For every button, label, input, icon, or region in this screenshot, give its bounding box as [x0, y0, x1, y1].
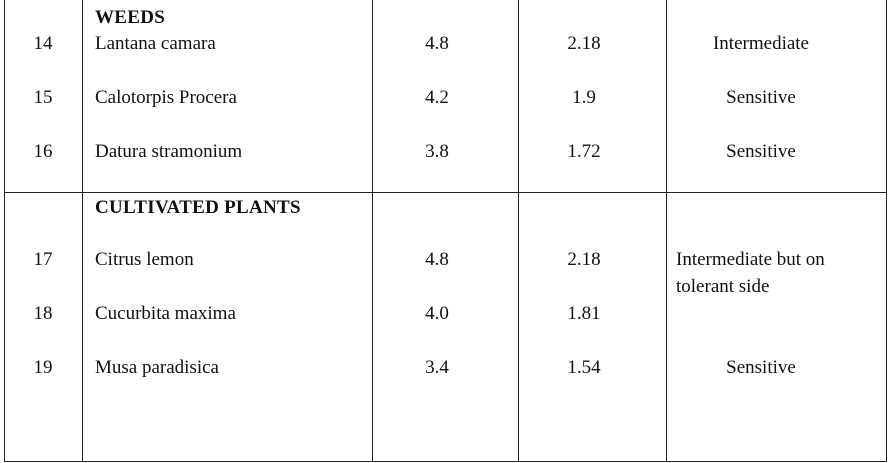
value-b: 1.9: [572, 87, 596, 108]
section-heading: WEEDS: [95, 7, 166, 28]
border: [82, 0, 83, 462]
border: [4, 461, 887, 462]
border: [518, 0, 519, 462]
serial-number: 14: [33, 33, 53, 54]
value-b: 2.18: [567, 33, 601, 54]
plant-name: Cucurbita maxima: [95, 303, 236, 324]
serial-number: 17: [33, 249, 53, 270]
value-a: 3.4: [425, 357, 449, 378]
serial-number: 15: [33, 87, 53, 108]
tolerance: Sensitive: [726, 87, 796, 108]
tolerance: Intermediate but on tolerant side: [676, 249, 825, 297]
value-a: 4.2: [425, 87, 449, 108]
border: [4, 0, 5, 462]
serial-number: 18: [33, 303, 53, 324]
value-a: 4.8: [425, 33, 449, 54]
tolerance: Intermediate: [712, 33, 809, 54]
plant-name: Musa paradisica: [95, 357, 219, 378]
value-b: 1.81: [567, 303, 601, 324]
value-b: 1.54: [567, 357, 601, 378]
border: [666, 0, 667, 462]
border: [372, 0, 373, 462]
value-b: 2.18: [567, 249, 601, 270]
plant-name: Lantana camara: [95, 33, 216, 54]
value-b: 1.72: [567, 141, 601, 162]
value-a: 3.8: [425, 141, 449, 162]
plant-name: Calotorpis Procera: [95, 87, 237, 108]
serial-number: 19: [33, 357, 53, 378]
tolerance: Sensitive: [726, 357, 796, 378]
serial-number: 16: [33, 141, 53, 162]
tolerance: Sensitive: [726, 141, 796, 162]
border: [4, 192, 887, 193]
plant-name: Citrus lemon: [95, 249, 194, 270]
value-a: 4.0: [425, 303, 449, 324]
plant-name: Datura stramonium: [95, 141, 243, 162]
section-heading: CULTIVATED PLANTS: [95, 197, 301, 218]
border: [886, 0, 887, 462]
value-a: 4.8: [425, 249, 449, 270]
